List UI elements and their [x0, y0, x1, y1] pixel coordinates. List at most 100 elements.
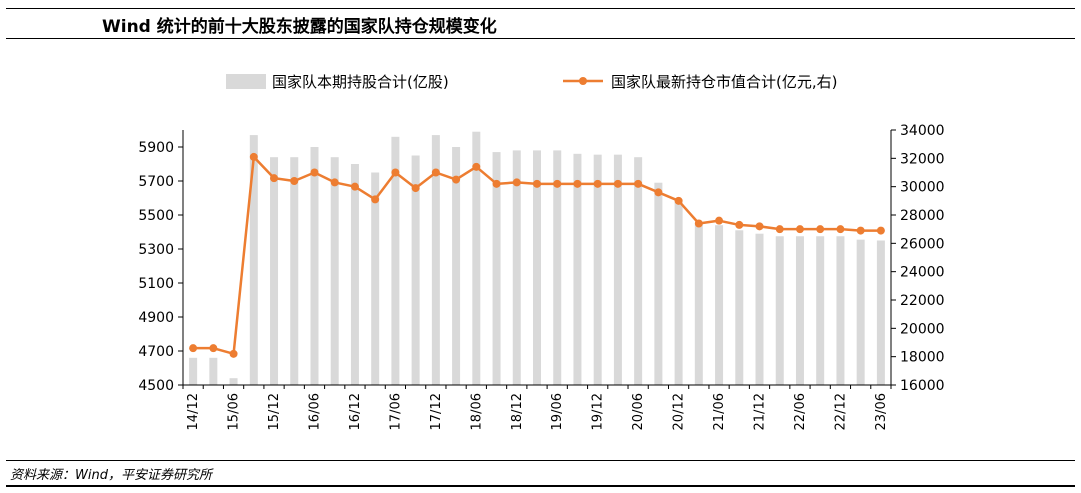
right-tick-label: 18000	[900, 350, 945, 366]
line-series	[189, 152, 885, 358]
right-tick-label: 26000	[900, 236, 945, 252]
bar-15/03	[209, 357, 218, 385]
line-point-20/03	[613, 179, 622, 188]
left-tick-label: 4900	[138, 310, 174, 326]
line-point-19/12	[593, 179, 602, 188]
line-point-15/06	[229, 349, 238, 358]
legend: 国家队本期持股合计(亿股) 国家队最新持仓市值合计(亿元,右)	[226, 73, 837, 91]
line-point-16/09	[330, 178, 339, 187]
left-tick-label: 5700	[138, 174, 174, 190]
bar-19/03	[533, 150, 541, 385]
right-tick-label: 34000	[900, 123, 945, 139]
line-point-15/03	[209, 344, 218, 353]
line-point-17/09	[411, 184, 420, 193]
bar-16/06	[310, 147, 319, 385]
bar-14/12	[189, 357, 198, 385]
bar-21/12	[755, 233, 764, 385]
line-point-23/06	[876, 226, 885, 235]
line-point-15/09	[249, 152, 258, 161]
bar-18/12	[512, 150, 521, 385]
line-point-18/09	[492, 179, 501, 188]
source-note: 资料来源：Wind，平安证券研究所	[10, 468, 212, 483]
x-tick-label: 22/12	[833, 393, 848, 430]
bar-22/03	[775, 236, 784, 385]
x-tick-label: 17/06	[388, 393, 403, 430]
x-tick-label: 15/12	[267, 393, 282, 430]
bar-18/09	[492, 152, 501, 385]
bar-19/06	[553, 150, 562, 385]
line-point-19/06	[553, 179, 562, 188]
bar-16/09	[330, 157, 339, 385]
right-tick-label: 32000	[900, 151, 945, 167]
x-tick-label: 21/12	[753, 393, 768, 430]
bar-20/03	[613, 154, 622, 385]
x-tick-label: 23/06	[874, 393, 889, 430]
x-tick-label: 17/12	[429, 393, 444, 430]
bar-23/06	[876, 240, 885, 385]
bar-16/12	[350, 164, 359, 385]
legend-line-marker	[579, 77, 587, 85]
x-tick-label: 14/12	[186, 393, 201, 430]
left-tick-label: 5300	[138, 242, 174, 258]
line-point-17/12	[431, 168, 440, 177]
x-tick-label: 20/12	[672, 393, 687, 430]
bar-17/09	[411, 155, 420, 385]
figure-title: Wind 统计的前十大股东披露的国家队持仓规模变化	[102, 17, 497, 37]
bar-20/09	[654, 182, 663, 385]
bar-22/09	[816, 236, 825, 385]
bar-18/03	[452, 147, 461, 385]
legend-line-label: 国家队最新持仓市值合计(亿元,右)	[611, 73, 837, 91]
x-tick-label: 20/06	[631, 393, 646, 430]
right-tick-label: 28000	[900, 208, 945, 224]
left-tick-label: 5500	[138, 208, 174, 224]
axes: 4500 4700 4900 5100 5300 5500 5700 5900 16000 180…	[138, 123, 944, 430]
line-point-20/06	[634, 179, 643, 188]
source-top-rule	[6, 460, 1075, 461]
line-point-20/12	[674, 196, 683, 205]
line-point-21/06	[715, 216, 724, 225]
line-point-22/06	[795, 225, 804, 234]
line-point-19/03	[533, 179, 541, 188]
source-bottom-rule	[6, 485, 1075, 487]
title-bottom-rule	[6, 38, 1075, 39]
bar-22/12	[836, 236, 845, 385]
x-tick-label: 18/06	[469, 393, 484, 430]
line-point-22/03	[775, 225, 784, 234]
legend-bar-swatch	[226, 74, 266, 89]
x-tick-label: 18/12	[510, 393, 525, 430]
bar-15/12	[270, 157, 279, 385]
bar-20/06	[634, 157, 643, 385]
right-tick-label: 20000	[900, 321, 945, 337]
bar-19/09	[573, 153, 582, 385]
line-point-14/12	[189, 344, 198, 353]
right-tick-label: 30000	[900, 180, 945, 196]
bar-17/06	[391, 136, 400, 385]
bar-21/06	[715, 225, 724, 385]
x-tick-label: 16/06	[307, 393, 322, 430]
bar-17/12	[431, 135, 440, 385]
x-tick-label: 19/12	[591, 393, 606, 430]
line-point-16/06	[310, 168, 319, 177]
bar-22/06	[795, 236, 804, 385]
line-point-19/09	[573, 179, 582, 188]
bar-20/12	[674, 199, 683, 385]
right-tick-label: 22000	[900, 293, 945, 309]
right-tick-label: 16000	[900, 378, 945, 394]
line-point-17/06	[391, 168, 400, 177]
line-point-21/09	[735, 220, 744, 229]
line-point-21/03	[694, 219, 703, 228]
line-point-23/03	[856, 226, 865, 235]
left-tick-label: 5900	[138, 140, 174, 156]
line-point-16/12	[350, 182, 359, 191]
line-point-21/12	[755, 222, 764, 231]
x-tick-label: 22/06	[793, 393, 808, 430]
line-point-16/03	[290, 177, 299, 185]
right-tick-label: 24000	[900, 265, 945, 281]
bar-15/06	[229, 378, 238, 385]
left-tick-label: 4500	[138, 378, 174, 394]
bar-23/03	[856, 239, 865, 385]
bar-15/09	[249, 135, 258, 385]
x-tick-label: 21/06	[712, 393, 727, 430]
bar-21/09	[735, 230, 744, 385]
